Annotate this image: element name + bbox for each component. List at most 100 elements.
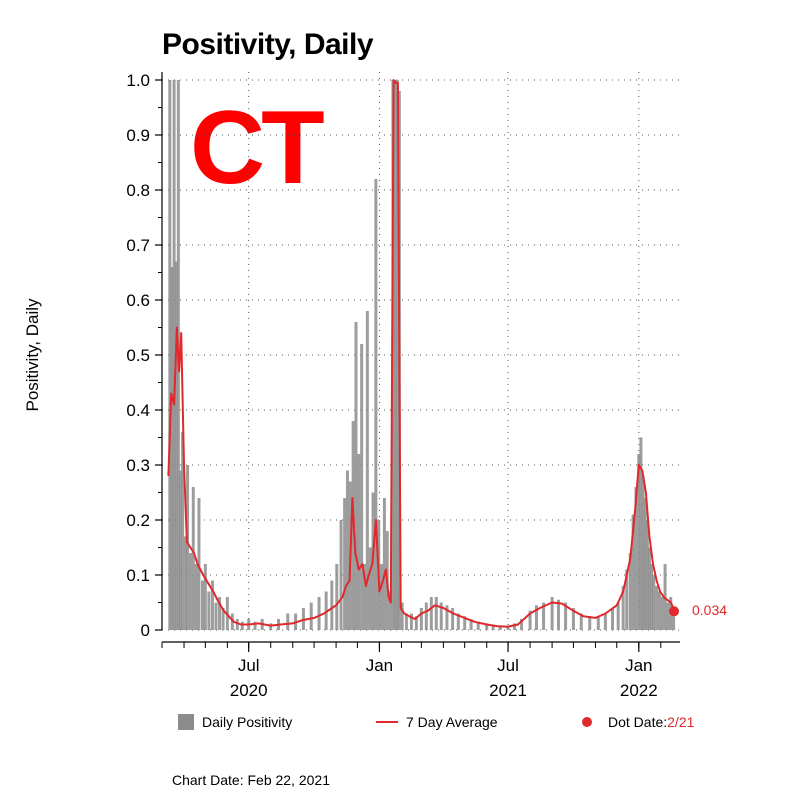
x-year-label-3: 2022	[620, 681, 658, 700]
legend-item-dot: Dot Date: 2/21	[582, 714, 694, 730]
y-tick-label-9: 0.9	[126, 126, 150, 145]
y-tick-label-8: 0.8	[126, 181, 150, 200]
y-tick-label-4: 0.4	[126, 401, 150, 420]
bar-63	[419, 608, 423, 630]
state-label: CT	[190, 90, 325, 206]
bar-94	[625, 569, 629, 630]
bar-98	[637, 454, 641, 630]
bar-110	[666, 602, 670, 630]
bar-14	[203, 564, 207, 630]
bar-99	[639, 437, 643, 630]
bar-21	[230, 613, 234, 630]
bar-5	[178, 470, 182, 630]
last-value-label: 0.034	[692, 602, 728, 618]
legend-item-bars: Daily Positivity	[178, 714, 292, 730]
x-tick-label-1: Jan	[366, 656, 393, 675]
bar-97	[634, 487, 638, 630]
x-year-label-2: 2021	[489, 681, 527, 700]
legend-dot-prefix: Dot Date:	[608, 714, 668, 730]
bar-22	[235, 619, 239, 630]
bar-19	[221, 608, 225, 630]
bar-27	[269, 623, 273, 630]
bar-66	[434, 597, 438, 630]
bar-44	[360, 344, 364, 630]
bar-70	[456, 613, 460, 630]
bar-100	[641, 476, 645, 630]
bar-77	[506, 625, 510, 630]
bar-105	[652, 575, 656, 630]
bar-49	[374, 179, 378, 630]
bar-103	[647, 547, 651, 630]
bar-81	[534, 605, 538, 630]
chart-date: Chart Date: Feb 22, 2021	[172, 772, 330, 788]
bar-71	[463, 616, 467, 630]
bar-56	[393, 80, 397, 630]
bar-57	[395, 80, 399, 630]
bar-104	[650, 564, 654, 630]
bar-3	[174, 261, 178, 630]
legend-item-line: 7 Day Average	[376, 714, 498, 730]
bar-67	[439, 602, 443, 630]
x-year-label-0: 2020	[230, 681, 268, 700]
bar-74	[485, 623, 489, 630]
y-tick-label-10: 1.0	[126, 71, 150, 90]
bar-69	[451, 608, 455, 630]
legend-bars-label: Daily Positivity	[202, 714, 293, 730]
y-tick-label-6: 0.6	[126, 291, 150, 310]
bar-92	[616, 602, 620, 630]
bar-45	[363, 564, 367, 630]
bar-96	[631, 514, 635, 630]
bar-54	[388, 591, 392, 630]
bar-38	[343, 498, 347, 630]
bar-91	[610, 608, 614, 630]
bar-37	[339, 520, 343, 630]
bar-88	[588, 616, 592, 630]
bar-7	[183, 536, 187, 630]
bar-16	[210, 580, 214, 630]
bar-12	[197, 498, 201, 630]
bar-72	[469, 619, 473, 630]
x-tick-label-3: Jan	[625, 656, 652, 675]
bar-11	[194, 564, 198, 630]
bar-93	[621, 586, 625, 630]
bar-9	[188, 553, 192, 630]
bar-39	[345, 470, 349, 630]
bar-32	[309, 602, 313, 630]
bar-102	[645, 520, 649, 630]
y-tick-label-0: 0	[141, 621, 150, 640]
bar-60	[404, 613, 408, 630]
bar-swatch	[178, 714, 194, 730]
bar-61	[409, 613, 413, 630]
bar-90	[603, 613, 607, 630]
last-value-dot	[669, 606, 679, 617]
bar-86	[571, 608, 575, 630]
bar-52	[382, 498, 386, 630]
bar-68	[445, 605, 449, 630]
y-tick-label-7: 0.7	[126, 236, 150, 255]
bar-73	[476, 621, 480, 630]
bar-25	[253, 621, 257, 630]
bar-1	[170, 267, 174, 630]
bar-87	[579, 613, 583, 630]
bar-8	[186, 465, 190, 630]
bar-95	[628, 553, 632, 630]
legend-line-label: 7 Day Average	[406, 714, 498, 730]
x-tick-label-0: Jul	[238, 656, 260, 675]
dot-swatch	[582, 717, 592, 727]
bar-47	[368, 547, 372, 630]
chart-title: Positivity, Daily	[162, 28, 374, 61]
bar-51	[380, 564, 384, 630]
seven-day-average-line	[167, 79, 676, 628]
bar-43	[357, 454, 361, 630]
bar-0	[168, 80, 172, 630]
bar-107	[657, 591, 661, 630]
bar-108	[660, 597, 664, 630]
y-tick-label-1: 0.1	[126, 566, 150, 585]
bar-106	[655, 586, 659, 630]
bar-84	[556, 599, 560, 630]
bar-15	[207, 591, 211, 630]
bar-33	[317, 597, 321, 630]
bar-23	[240, 621, 244, 630]
bar-34	[324, 591, 328, 630]
bar-59	[400, 602, 404, 630]
